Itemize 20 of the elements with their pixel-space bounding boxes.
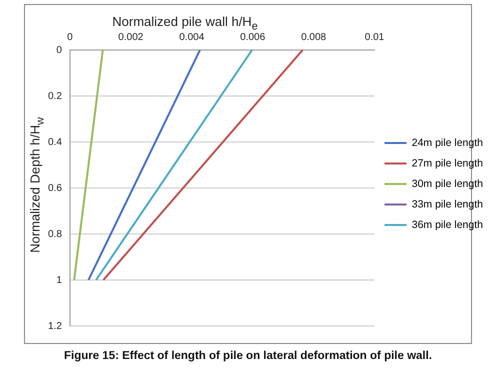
y-tick-label: 0.4: [48, 136, 62, 148]
x-axis-title: Normalized pile wall h/H$_{e}$: [111, 14, 259, 33]
y-tick-label: 0.2: [48, 90, 62, 102]
y-tick-label: 0: [56, 44, 62, 56]
x-tick-label: 0.004: [179, 32, 205, 43]
caption: Figure 15: Effect of length of pile on lateral deformation of pile wall.: [62, 350, 434, 362]
y-tick-label: 1: [56, 274, 62, 286]
legend-label: 27m pile length: [412, 157, 484, 170]
x-tick-label: 0.008: [301, 32, 327, 43]
legend-label: 33m pile length: [412, 198, 484, 210]
y-tick-label: 1.2: [48, 320, 62, 332]
legend-label: 24m pile length: [412, 136, 484, 149]
x-tick-label: 0.002: [118, 32, 144, 43]
y-tick-label: 0.8: [48, 228, 62, 240]
x-tick-label: 0.006: [240, 32, 266, 43]
x-tick-label: 0: [67, 32, 74, 43]
legend-label: 30m pile length: [412, 178, 484, 190]
y-tick-label: 0.6: [48, 182, 62, 194]
legend-label: 36m pile length: [412, 218, 484, 231]
x-tick-label: 0.01: [364, 32, 385, 43]
